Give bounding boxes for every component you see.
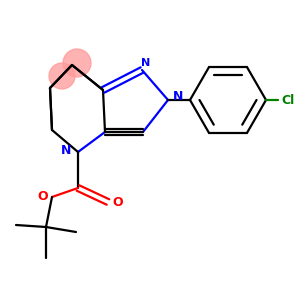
Text: O: O	[113, 196, 123, 208]
Text: N: N	[173, 91, 183, 103]
Text: Cl: Cl	[281, 94, 295, 106]
Circle shape	[63, 49, 91, 77]
Circle shape	[49, 63, 75, 89]
Text: N: N	[141, 58, 151, 68]
Text: N: N	[61, 143, 71, 157]
Text: O: O	[38, 190, 48, 203]
